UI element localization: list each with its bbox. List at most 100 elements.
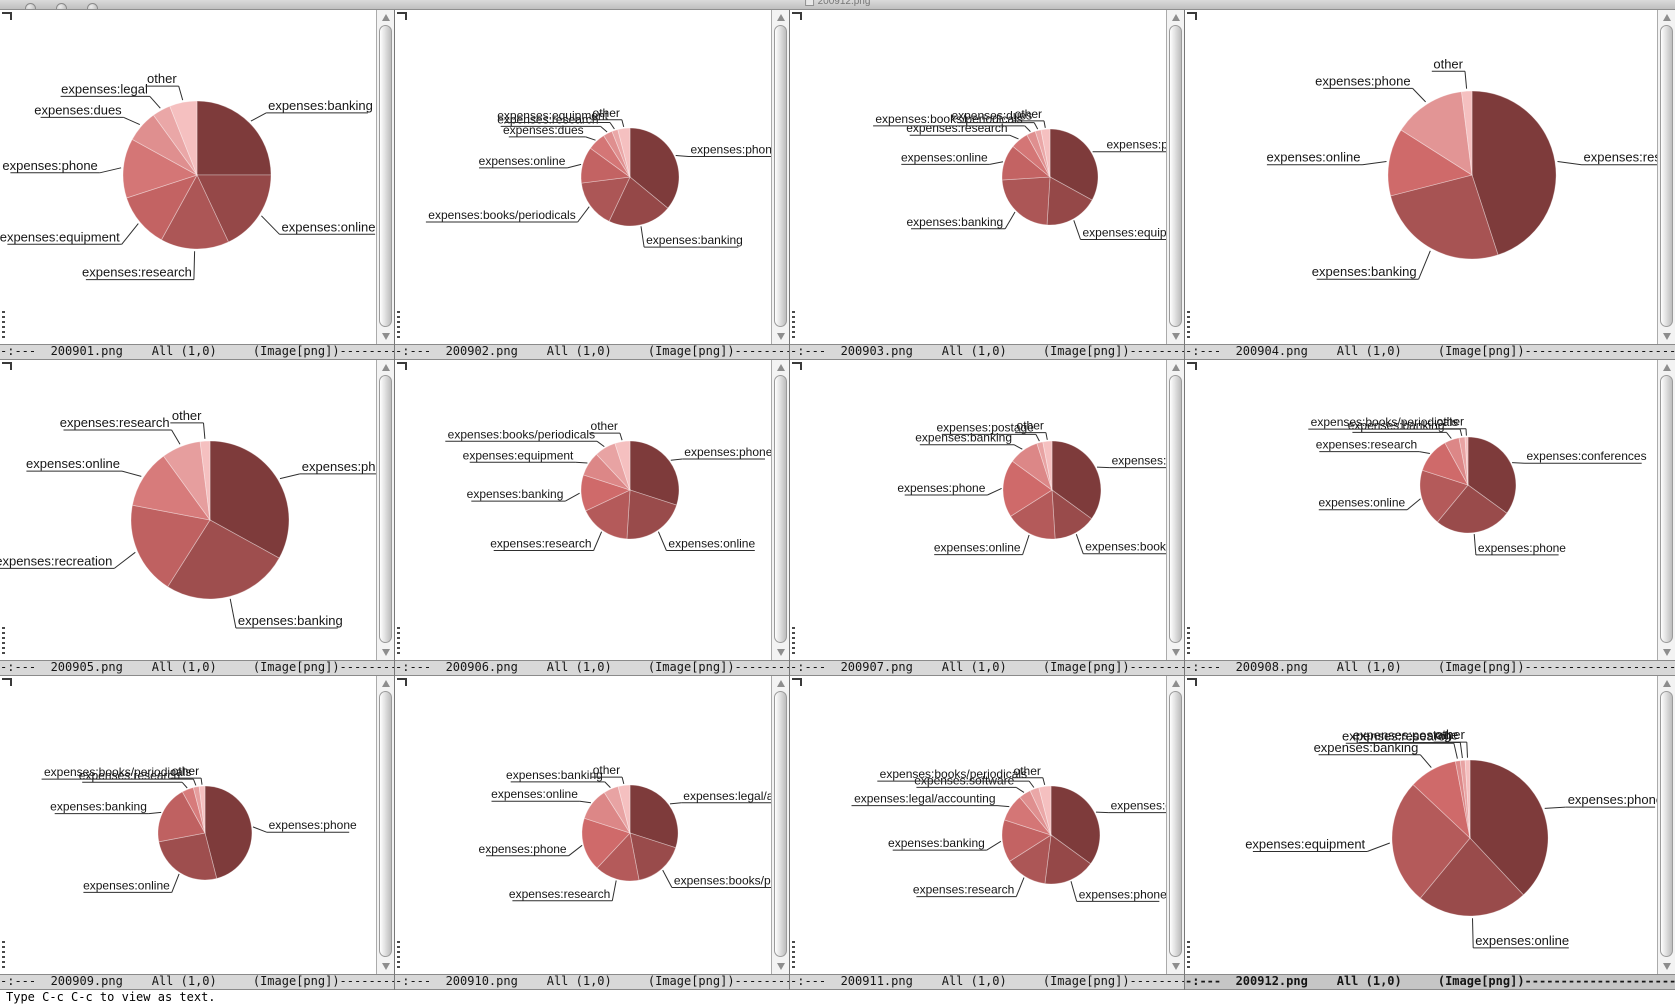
scroll-up-arrow-icon[interactable] [382, 680, 390, 687]
pie-label-expenses:online: expenses:online [1318, 496, 1405, 510]
pie-chart: expenses:phone expenses:online expenses:re… [445, 419, 772, 551]
label-leader-line [621, 776, 625, 785]
modeline-200901.png[interactable]: -:--- 200901.png All (1,0) (Image[png])-… [0, 344, 394, 360]
scroll-up-arrow-icon[interactable] [1172, 14, 1180, 21]
scroll-up-arrow-icon[interactable] [1663, 14, 1671, 21]
scrollbar[interactable] [771, 10, 789, 344]
scrollbar[interactable] [1166, 360, 1184, 660]
pie-label-expenses:postage: expenses:postage [936, 420, 1034, 434]
label-leader-line [171, 873, 180, 893]
pie-slice-expenses:books/periodicals [1051, 489, 1093, 540]
modeline-200910.png[interactable]: -:--- 200910.png All (1,0) (Image[png])-… [395, 974, 789, 990]
pie-slice-expenses:banking [603, 786, 631, 834]
modeline-200909.png[interactable]: -:--- 200909.png All (1,0) (Image[png])-… [0, 974, 394, 990]
scroll-down-arrow-icon[interactable] [1663, 963, 1671, 970]
pie-slice-expenses:online [583, 791, 631, 834]
scroll-down-arrow-icon[interactable] [1172, 333, 1180, 340]
label-leader-line [585, 136, 596, 141]
label-leader-line [1042, 777, 1046, 786]
scroll-up-arrow-icon[interactable] [1663, 364, 1671, 371]
pie-slice-expenses:banking [196, 100, 272, 176]
minibuffer-message: Type C-c C-c to view as text. [6, 990, 216, 1004]
scrollbar[interactable] [771, 676, 789, 974]
scrollbar-thumb[interactable] [1169, 375, 1182, 643]
window-minimize-button[interactable] [56, 3, 67, 9]
scrollbar-thumb[interactable] [1660, 25, 1673, 327]
scroll-down-arrow-icon[interactable] [777, 333, 785, 340]
scrollbar-thumb[interactable] [379, 375, 392, 643]
scrollbar-thumb[interactable] [379, 25, 392, 327]
modeline-200905.png[interactable]: -:--- 200905.png All (1,0) (Image[png])-… [0, 660, 394, 676]
scroll-down-arrow-icon[interactable] [1172, 649, 1180, 656]
scrollbar-thumb[interactable] [774, 25, 787, 327]
pie-slice-expenses:equipment [1046, 176, 1093, 226]
scroll-down-arrow-icon[interactable] [382, 649, 390, 656]
scrollbar[interactable] [376, 360, 394, 660]
label-leader-line [1015, 877, 1025, 897]
scrollbar[interactable] [376, 676, 394, 974]
pie-label-other: other [1014, 764, 1041, 778]
scrollbar-thumb[interactable] [774, 375, 787, 643]
scrollbar[interactable] [1166, 676, 1184, 974]
label-leader-line [1473, 534, 1477, 555]
scrollbar-thumb[interactable] [379, 691, 392, 957]
scroll-down-arrow-icon[interactable] [382, 963, 390, 970]
scroll-up-arrow-icon[interactable] [1172, 680, 1180, 687]
pie-label-other: other [1015, 107, 1042, 121]
scroll-down-arrow-icon[interactable] [1172, 963, 1180, 970]
scroll-up-arrow-icon[interactable] [777, 680, 785, 687]
pie-chart: expenses:phone expenses:online expenses:ba… [41, 764, 357, 893]
scrollbar[interactable] [1657, 10, 1675, 344]
scroll-up-arrow-icon[interactable] [777, 14, 785, 21]
scrollbar[interactable] [1657, 360, 1675, 660]
window-zoom-button[interactable] [87, 3, 98, 9]
pane-200904.png: expenses:research expenses:banking expense… [1185, 10, 1675, 360]
scroll-down-arrow-icon[interactable] [1663, 649, 1671, 656]
modeline-200911.png[interactable]: -:--- 200911.png All (1,0) (Image[png])-… [790, 974, 1184, 990]
scroll-up-arrow-icon[interactable] [382, 364, 390, 371]
scrollbar-thumb[interactable] [1660, 375, 1673, 643]
modeline-text: -:--- 200903.png All (1,0) (Image[png])-… [790, 344, 1184, 358]
modeline-200902.png[interactable]: -:--- 200902.png All (1,0) (Image[png])-… [395, 344, 789, 360]
pane-200907.png: expenses:research expenses:books/periodic… [790, 360, 1185, 676]
pie-label-expenses:phone: expenses:phone [2, 158, 97, 173]
modeline-200907.png[interactable]: -:--- 200907.png All (1,0) (Image[png])-… [790, 660, 1184, 676]
buffer-top-corner-icon [2, 678, 12, 686]
label-leader-line [1367, 842, 1390, 852]
modeline-200903.png[interactable]: -:--- 200903.png All (1,0) (Image[png])-… [790, 344, 1184, 360]
scrollbar-thumb[interactable] [1169, 691, 1182, 957]
scroll-down-arrow-icon[interactable] [1663, 333, 1671, 340]
scrollbar[interactable] [771, 360, 789, 660]
label-leader-line [1512, 462, 1525, 464]
scroll-down-arrow-icon[interactable] [777, 649, 785, 656]
scrollbar-thumb[interactable] [1169, 25, 1182, 327]
scrollbar[interactable] [1657, 676, 1675, 974]
pie-slice-expenses:books/periodicals [629, 832, 677, 881]
scrollbar-thumb[interactable] [1660, 691, 1673, 957]
pie-slice-expenses:legal [152, 105, 198, 176]
pie-slice-expenses:banking [167, 519, 280, 600]
scrollbar[interactable] [376, 10, 394, 344]
scroll-up-arrow-icon[interactable] [777, 364, 785, 371]
scrollbar[interactable] [1166, 10, 1184, 344]
scroll-up-arrow-icon[interactable] [1663, 680, 1671, 687]
pie-label-expenses:phone: expenses:phone [691, 143, 773, 157]
window-close-button[interactable] [25, 3, 36, 9]
pie-label-expenses:research: expenses:research [1112, 454, 1167, 468]
pie-slice-other [199, 440, 211, 521]
scroll-up-arrow-icon[interactable] [1172, 364, 1180, 371]
pie-label-expenses:equipment: expenses:equipment [497, 109, 608, 123]
modeline-200908.png[interactable]: -:--- 200908.png All (1,0) (Image[png])-… [1185, 660, 1675, 676]
pie-slice-other [614, 440, 631, 491]
modeline-200906.png[interactable]: -:--- 200906.png All (1,0) (Image[png])-… [395, 660, 789, 676]
label-leader-line [1096, 466, 1110, 469]
modeline-200904.png[interactable]: -:--- 200904.png All (1,0) (Image[png])-… [1185, 344, 1675, 360]
scroll-down-arrow-icon[interactable] [777, 963, 785, 970]
pie-slice-expenses:dues [589, 135, 631, 178]
buffer-top-corner-icon [2, 362, 12, 370]
scroll-down-arrow-icon[interactable] [382, 333, 390, 340]
scrollbar-thumb[interactable] [774, 691, 787, 957]
scroll-up-arrow-icon[interactable] [382, 14, 390, 21]
label-leader-line [575, 461, 588, 464]
modeline-200912.png[interactable]: -:--- 200912.png All (1,0) (Image[png])-… [1185, 974, 1675, 990]
